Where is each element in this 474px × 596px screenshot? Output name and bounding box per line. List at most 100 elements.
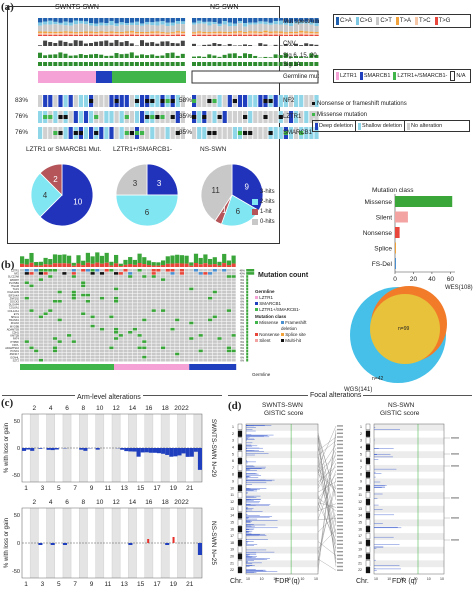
spectrum-segment (314, 18, 319, 24)
germline-lztr1-block (38, 71, 96, 83)
onco-cell (175, 318, 180, 322)
onco-cell (203, 272, 208, 275)
venn-overlap (370, 294, 440, 364)
onco-cell (189, 290, 194, 294)
gene-cell (38, 95, 43, 107)
onco-cell (81, 290, 86, 294)
onco-cell (137, 293, 142, 297)
onco-cell (85, 331, 90, 334)
sig-bar (288, 56, 293, 58)
onco-cell (184, 296, 189, 300)
mutation-marker (160, 99, 165, 103)
onco-cell (217, 278, 222, 281)
cnv-bar (288, 45, 293, 46)
onco-cell (184, 352, 189, 356)
sig-bar (202, 56, 207, 58)
onco-cell (85, 306, 90, 309)
onco-cell (189, 318, 194, 322)
gene-cell (314, 95, 319, 107)
onco-cell (179, 306, 184, 309)
onco-cell (231, 334, 236, 337)
onco-cell (43, 352, 48, 356)
onco-cell (203, 349, 208, 353)
spectrum-segment (165, 33, 170, 36)
onco-cell (38, 315, 43, 319)
onco-side-bar (246, 275, 249, 278)
focal-band (374, 533, 444, 540)
onco-cell (198, 331, 203, 334)
gene-cell (129, 111, 134, 123)
onco-cell (142, 358, 147, 362)
onco-cell (217, 349, 222, 353)
onco-cell (198, 278, 203, 281)
spectrum-segment (288, 34, 294, 36)
onco-cell (76, 343, 81, 346)
onco-cell (34, 269, 39, 272)
onco-cell (146, 337, 152, 340)
panel-d-title: Focal alterations (308, 392, 364, 399)
spectrum-segment (43, 34, 48, 36)
onco-cell (71, 293, 76, 297)
onco-cell (76, 340, 81, 343)
spectrum-segment (268, 34, 273, 36)
spectrum-segment (140, 32, 145, 34)
count-bar-missense (189, 262, 194, 266)
spectrum-segment (104, 31, 109, 34)
onco-cell (99, 321, 105, 325)
onco-cell (222, 269, 227, 272)
spectrum-segment (124, 31, 129, 33)
onco-cell (137, 331, 142, 334)
onco-cell (43, 327, 48, 331)
onco-cell (81, 315, 86, 319)
onco-cell (184, 272, 189, 275)
cnv-bar (63, 41, 68, 46)
onco-cell (198, 281, 203, 284)
germline-band-lztr1plus (20, 364, 114, 370)
onco-cell (151, 309, 156, 312)
spectrum-segment (104, 23, 109, 26)
arm-y-tick: 50 (14, 419, 20, 425)
onco-cell (48, 306, 53, 309)
onco-cell (146, 278, 152, 281)
mutation-marker (237, 131, 243, 135)
onco-cell (179, 349, 184, 353)
onco-cell (151, 324, 156, 328)
onco-cell (175, 281, 180, 284)
onco-cell (189, 352, 194, 356)
swatch (252, 199, 258, 205)
onco-cell (52, 306, 58, 309)
gene-cell (175, 95, 180, 107)
onco-cell (24, 315, 29, 319)
onco-cell (29, 352, 34, 356)
onco-cell (24, 272, 29, 275)
spectrum-segment (129, 22, 135, 25)
germline-legend-b-label: LZTR1 (259, 295, 274, 300)
onco-cell (123, 343, 128, 346)
spectrum-segment (104, 33, 109, 35)
arm-loss-bar (30, 448, 35, 451)
onco-cell (52, 349, 58, 353)
onco-cell (193, 278, 199, 281)
onco-cell (62, 327, 67, 331)
sig-bar (129, 52, 134, 58)
panel-d-xlabel-left: FDR (q) (275, 578, 300, 585)
onco-cell (95, 343, 100, 346)
onco-cell (212, 303, 217, 306)
onco-gene-label: ITGAM (11, 284, 19, 288)
onco-cell (81, 278, 86, 281)
sig-bar (38, 52, 42, 58)
onco-cell (24, 324, 29, 328)
focal-peak-label (451, 497, 459, 499)
chrom-top-label: 2 (32, 405, 36, 412)
onco-cell (123, 331, 128, 334)
mutation-marker (53, 131, 58, 135)
gene-cell (309, 95, 314, 107)
onco-cell (146, 296, 152, 300)
onco-cell (161, 340, 166, 343)
spectrum-segment (207, 21, 212, 26)
onco-cell (175, 290, 180, 294)
spectrum-segment (258, 34, 263, 36)
spectrum-segment (222, 31, 227, 34)
onco-cell (24, 355, 29, 359)
onco-cell (118, 281, 123, 284)
